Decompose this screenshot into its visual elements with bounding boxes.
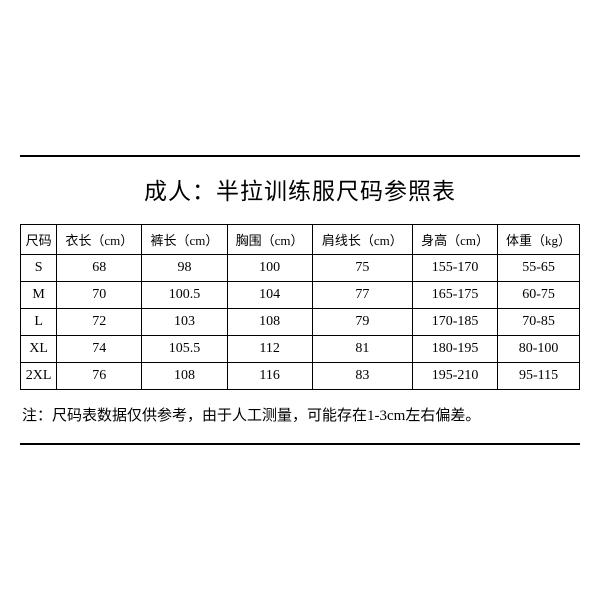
cell: 100: [227, 255, 312, 282]
col-header: 肩线长（cm）: [312, 225, 412, 255]
table-row: 2XL 76 108 116 83 195-210 95-115: [21, 363, 580, 390]
cell: L: [21, 309, 57, 336]
col-header: 体重（kg）: [498, 225, 580, 255]
cell: 60-75: [498, 282, 580, 309]
cell: 72: [57, 309, 142, 336]
cell: 116: [227, 363, 312, 390]
table-row: M 70 100.5 104 77 165-175 60-75: [21, 282, 580, 309]
cell: 75: [312, 255, 412, 282]
cell: 95-115: [498, 363, 580, 390]
col-header: 尺码: [21, 225, 57, 255]
table-row: S 68 98 100 75 155-170 55-65: [21, 255, 580, 282]
cell: 108: [227, 309, 312, 336]
cell: 81: [312, 336, 412, 363]
table-header-row: 尺码 衣长（cm） 裤长（cm） 胸围（cm） 肩线长（cm） 身高（cm） 体…: [21, 225, 580, 255]
cell: M: [21, 282, 57, 309]
cell: 155-170: [412, 255, 497, 282]
cell: 2XL: [21, 363, 57, 390]
table-row: XL 74 105.5 112 81 180-195 80-100: [21, 336, 580, 363]
cell: 76: [57, 363, 142, 390]
cell: 104: [227, 282, 312, 309]
col-header: 裤长（cm）: [142, 225, 227, 255]
cell: 108: [142, 363, 227, 390]
col-header: 衣长（cm）: [57, 225, 142, 255]
cell: 180-195: [412, 336, 497, 363]
cell: 79: [312, 309, 412, 336]
cell: 83: [312, 363, 412, 390]
cell: 77: [312, 282, 412, 309]
cell: 68: [57, 255, 142, 282]
note-text: 注：尺码表数据仅供参考，由于人工测量，可能存在1-3cm左右偏差。: [20, 404, 580, 425]
page-title: 成人：半拉训练服尺码参照表: [20, 172, 580, 206]
cell: 70: [57, 282, 142, 309]
size-chart-container: 成人：半拉训练服尺码参照表 尺码 衣长（cm） 裤长（cm） 胸围（cm） 肩线…: [20, 155, 580, 445]
cell: XL: [21, 336, 57, 363]
cell: 195-210: [412, 363, 497, 390]
cell: 70-85: [498, 309, 580, 336]
cell: 103: [142, 309, 227, 336]
cell: 80-100: [498, 336, 580, 363]
cell: 98: [142, 255, 227, 282]
col-header: 胸围（cm）: [227, 225, 312, 255]
col-header: 身高（cm）: [412, 225, 497, 255]
cell: 100.5: [142, 282, 227, 309]
table-row: L 72 103 108 79 170-185 70-85: [21, 309, 580, 336]
cell: 74: [57, 336, 142, 363]
cell: 105.5: [142, 336, 227, 363]
cell: 165-175: [412, 282, 497, 309]
size-table: 尺码 衣长（cm） 裤长（cm） 胸围（cm） 肩线长（cm） 身高（cm） 体…: [20, 224, 580, 390]
cell: 170-185: [412, 309, 497, 336]
cell: 112: [227, 336, 312, 363]
cell: 55-65: [498, 255, 580, 282]
cell: S: [21, 255, 57, 282]
